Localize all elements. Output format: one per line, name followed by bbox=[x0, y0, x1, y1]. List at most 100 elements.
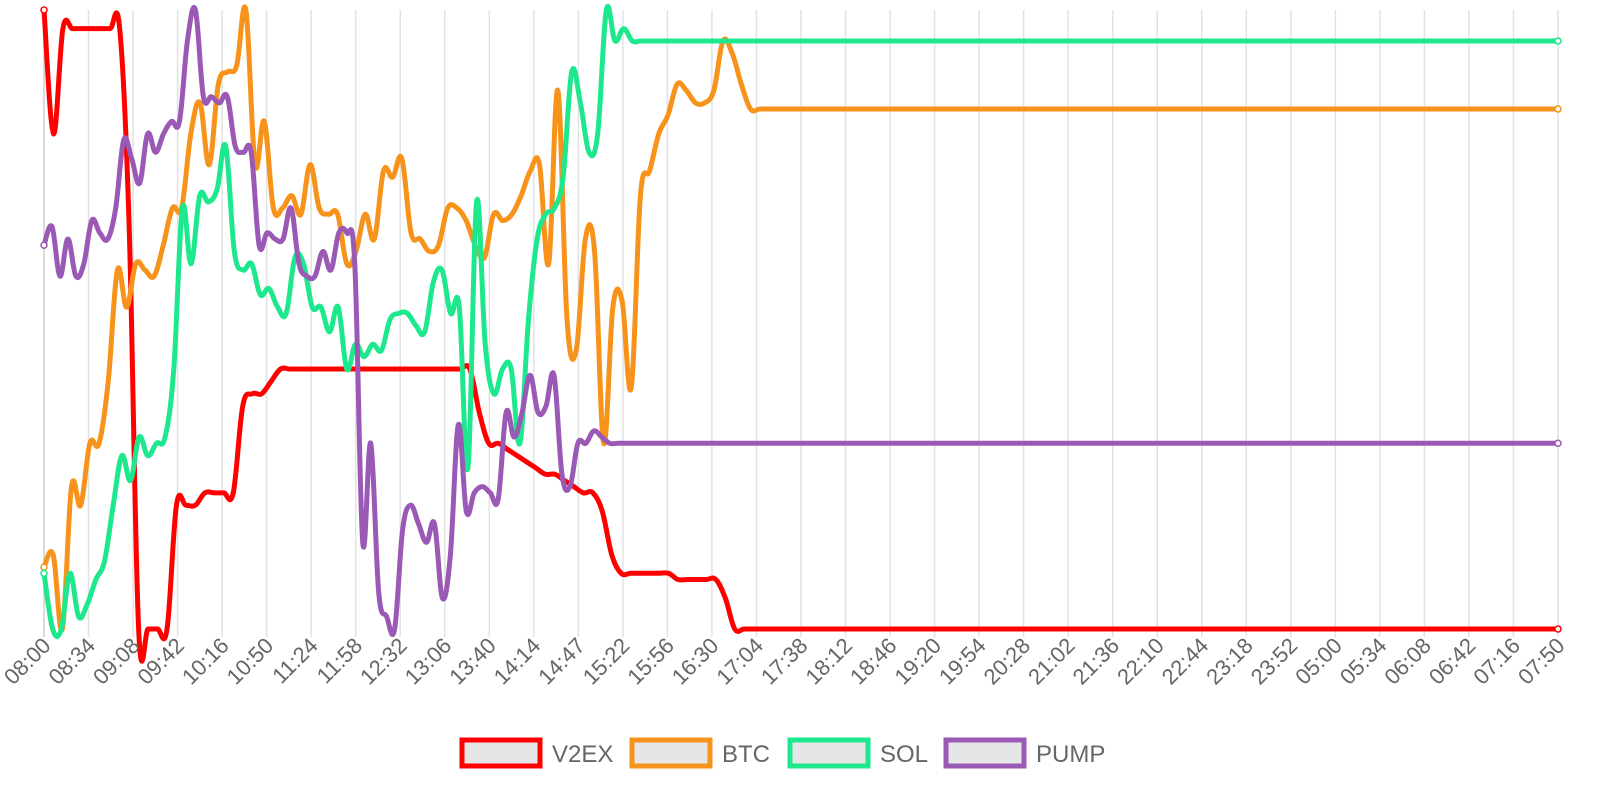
data-point-v2ex[interactable] bbox=[1499, 626, 1504, 632]
data-point-v2ex[interactable] bbox=[108, 26, 113, 31]
data-point-btc[interactable] bbox=[1069, 106, 1074, 112]
data-point-btc[interactable] bbox=[830, 106, 836, 112]
data-point-sol[interactable] bbox=[474, 199, 479, 205]
data-point-btc[interactable] bbox=[775, 106, 781, 112]
data-point-pump[interactable] bbox=[1133, 441, 1138, 446]
legend-label-v2ex[interactable]: V2EX bbox=[552, 741, 613, 768]
data-point-pump[interactable] bbox=[1157, 441, 1162, 446]
data-point-sol[interactable] bbox=[578, 100, 583, 106]
data-point-v2ex[interactable] bbox=[89, 26, 94, 31]
data-point-sol[interactable] bbox=[1391, 38, 1396, 44]
data-point-sol[interactable] bbox=[1529, 38, 1535, 44]
data-point-v2ex[interactable] bbox=[212, 490, 217, 496]
data-point-v2ex[interactable] bbox=[902, 626, 908, 632]
data-point-btc[interactable] bbox=[69, 484, 74, 489]
data-point-btc[interactable] bbox=[436, 243, 441, 248]
data-point-v2ex[interactable] bbox=[1044, 626, 1050, 632]
data-point-v2ex[interactable] bbox=[1234, 626, 1239, 632]
data-point-btc[interactable] bbox=[1051, 106, 1056, 112]
data-point-v2ex[interactable] bbox=[628, 571, 633, 576]
data-point-v2ex[interactable] bbox=[1536, 626, 1542, 632]
data-point-pump[interactable] bbox=[846, 441, 852, 446]
data-point-btc[interactable] bbox=[757, 106, 762, 112]
data-point-v2ex[interactable] bbox=[1432, 626, 1438, 632]
data-point-sol[interactable] bbox=[188, 261, 194, 266]
data-point-pump[interactable] bbox=[1029, 441, 1035, 446]
data-point-v2ex[interactable] bbox=[1300, 626, 1305, 632]
data-point-pump[interactable] bbox=[830, 441, 836, 446]
data-point-sol[interactable] bbox=[1426, 38, 1431, 44]
data-point-v2ex[interactable] bbox=[846, 626, 851, 632]
data-point-btc[interactable] bbox=[399, 156, 405, 161]
data-point-sol[interactable] bbox=[794, 38, 799, 44]
data-point-sol[interactable] bbox=[1270, 38, 1275, 44]
data-point-btc[interactable] bbox=[87, 441, 93, 446]
data-point-pump[interactable] bbox=[998, 441, 1003, 446]
data-point-sol[interactable] bbox=[993, 38, 998, 44]
data-point-v2ex[interactable] bbox=[543, 472, 548, 477]
data-point-pump[interactable] bbox=[488, 490, 493, 496]
data-point-pump[interactable] bbox=[1229, 441, 1234, 446]
data-point-v2ex[interactable] bbox=[1224, 626, 1230, 632]
data-point-v2ex[interactable] bbox=[798, 626, 804, 632]
data-point-pump[interactable] bbox=[40, 241, 48, 249]
data-point-btc[interactable] bbox=[592, 249, 597, 254]
data-point-v2ex[interactable] bbox=[732, 626, 737, 632]
data-point-v2ex[interactable] bbox=[524, 459, 529, 465]
data-point-btc[interactable] bbox=[729, 51, 735, 56]
data-point-v2ex[interactable] bbox=[40, 6, 48, 14]
data-point-btc[interactable] bbox=[986, 106, 992, 112]
data-point-btc[interactable] bbox=[1014, 106, 1019, 112]
data-point-v2ex[interactable] bbox=[1309, 626, 1315, 632]
data-point-v2ex[interactable] bbox=[685, 577, 690, 582]
data-point-sol[interactable] bbox=[690, 38, 696, 44]
data-point-pump[interactable] bbox=[161, 131, 166, 136]
data-point-pump[interactable] bbox=[822, 441, 828, 446]
data-point-sol[interactable] bbox=[517, 441, 523, 446]
data-point-v2ex[interactable] bbox=[675, 577, 681, 582]
data-point-v2ex[interactable] bbox=[1480, 626, 1485, 632]
data-point-btc[interactable] bbox=[106, 379, 111, 384]
data-point-pump[interactable] bbox=[1173, 441, 1178, 446]
data-point-btc[interactable] bbox=[840, 106, 845, 112]
data-point-pump[interactable] bbox=[735, 441, 740, 446]
data-point-sol[interactable] bbox=[751, 38, 756, 44]
data-point-btc[interactable] bbox=[197, 100, 203, 106]
data-point-btc[interactable] bbox=[418, 236, 423, 242]
data-point-pump[interactable] bbox=[1197, 441, 1202, 446]
data-point-sol[interactable] bbox=[1460, 38, 1466, 44]
data-point-v2ex[interactable] bbox=[552, 472, 558, 477]
data-point-pump[interactable] bbox=[456, 422, 461, 427]
data-point-v2ex[interactable] bbox=[1054, 626, 1059, 632]
data-point-pump[interactable] bbox=[312, 273, 318, 279]
data-point-sol[interactable] bbox=[1192, 38, 1197, 44]
data-point-pump[interactable] bbox=[519, 410, 525, 415]
data-point-sol[interactable] bbox=[1045, 38, 1050, 44]
data-point-sol[interactable] bbox=[811, 38, 817, 44]
data-point-v2ex[interactable] bbox=[921, 626, 927, 632]
data-point-pump[interactable] bbox=[1292, 441, 1298, 446]
data-point-sol[interactable] bbox=[1339, 38, 1344, 44]
data-point-pump[interactable] bbox=[567, 484, 573, 489]
data-point-sol[interactable] bbox=[102, 558, 107, 564]
data-point-pump[interactable] bbox=[1165, 441, 1170, 446]
data-point-btc[interactable] bbox=[40, 563, 48, 571]
data-point-pump[interactable] bbox=[408, 503, 413, 508]
data-point-v2ex[interactable] bbox=[1196, 626, 1201, 632]
data-point-pump[interactable] bbox=[424, 540, 429, 545]
data-point-sol[interactable] bbox=[1451, 38, 1457, 44]
data-point-sol[interactable] bbox=[872, 38, 877, 44]
data-point-v2ex[interactable] bbox=[969, 626, 974, 632]
data-point-btc[interactable] bbox=[124, 304, 129, 310]
data-point-v2ex[interactable] bbox=[363, 366, 368, 372]
data-point-v2ex[interactable] bbox=[1451, 626, 1457, 632]
data-point-v2ex[interactable] bbox=[1413, 626, 1419, 632]
data-point-v2ex[interactable] bbox=[1404, 626, 1409, 632]
data-point-v2ex[interactable] bbox=[1394, 626, 1400, 632]
data-point-btc[interactable] bbox=[1491, 106, 1496, 112]
data-point-pump[interactable] bbox=[1428, 441, 1433, 446]
data-point-v2ex[interactable] bbox=[1148, 626, 1154, 632]
data-point-btc[interactable] bbox=[858, 106, 863, 112]
data-point-sol[interactable] bbox=[1201, 38, 1206, 44]
data-point-v2ex[interactable] bbox=[79, 26, 85, 31]
